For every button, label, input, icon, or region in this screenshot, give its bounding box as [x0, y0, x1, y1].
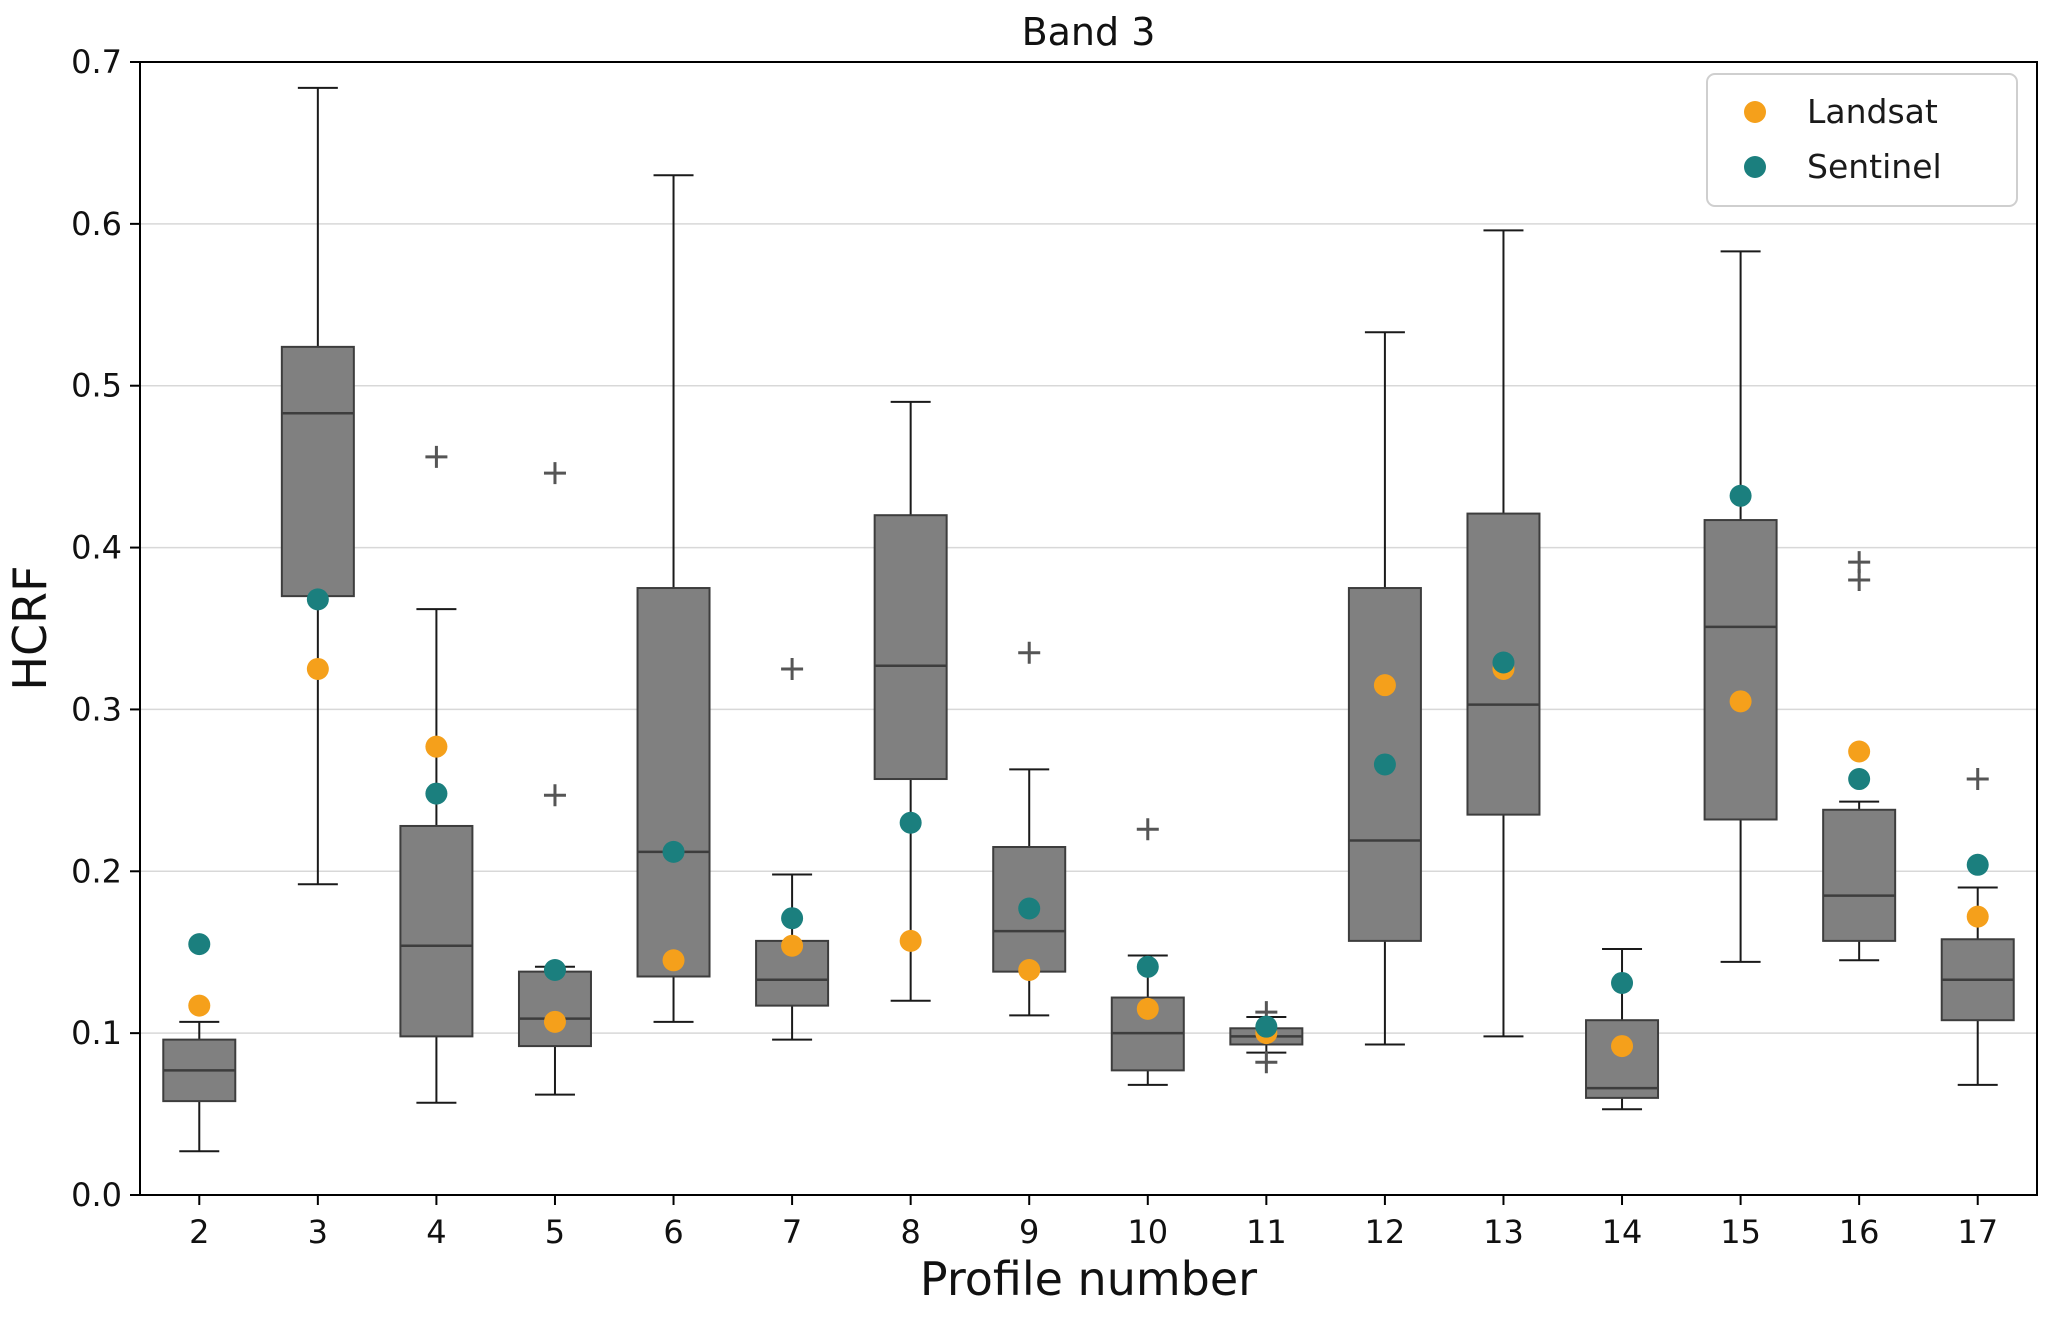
chart-title: Band 3 — [1021, 10, 1156, 54]
box-profile-7 — [755, 657, 830, 1041]
sentinel-dot-7 — [781, 907, 804, 930]
x-tick-label: 10 — [1127, 1213, 1168, 1251]
sentinel-dot-15 — [1729, 484, 1752, 507]
box-profile-17 — [1940, 768, 2015, 1086]
x-tick-label: 9 — [1019, 1213, 1039, 1251]
box-profile-13 — [1466, 229, 1541, 1038]
x-tick-label: 5 — [545, 1213, 565, 1251]
landsat-dot-5 — [543, 1010, 566, 1033]
legend-label-sentinel: Sentinel — [1807, 147, 1942, 186]
outlier-marker — [781, 657, 804, 680]
x-tick-label: 13 — [1483, 1213, 1524, 1251]
sentinel-dot-2 — [188, 933, 211, 956]
box-profile-16 — [1822, 551, 1897, 962]
iqr-box — [636, 587, 711, 978]
legend: Landsat Sentinel — [1706, 73, 2018, 207]
sentinel-dot-16 — [1848, 768, 1871, 791]
outlier-marker — [1966, 768, 1989, 791]
landsat-dot-12 — [1373, 674, 1396, 697]
iqr-box — [1703, 519, 1778, 821]
sentinel-dot-5 — [543, 959, 566, 982]
y-tick-label: 0.0 — [71, 1176, 122, 1214]
outlier-marker — [1848, 551, 1871, 574]
y-tick-label: 0.6 — [71, 205, 122, 243]
iqr-box — [399, 824, 474, 1038]
x-tick-label: 7 — [782, 1213, 802, 1251]
y-tick-label: 0.3 — [71, 690, 122, 728]
outlier-marker — [1255, 1051, 1278, 1074]
iqr-box — [517, 970, 592, 1048]
landsat-dot-14 — [1611, 1035, 1634, 1058]
y-tick-label: 0.1 — [71, 1014, 122, 1052]
sentinel-dot-14 — [1611, 971, 1634, 994]
outlier-marker — [425, 445, 448, 468]
outlier-marker — [1018, 641, 1041, 664]
x-tick-label: 15 — [1720, 1213, 1761, 1251]
x-tick-label: 17 — [1957, 1213, 1998, 1251]
x-tick-label: 14 — [1602, 1213, 1643, 1251]
sentinel-dot-4 — [425, 782, 448, 805]
iqr-box — [1585, 1019, 1660, 1099]
box-profile-4 — [399, 445, 474, 1104]
outlier-marker — [543, 784, 566, 807]
landsat-dot-17 — [1966, 905, 1989, 928]
sentinel-dot-6 — [662, 840, 685, 863]
legend-label-landsat: Landsat — [1807, 92, 1938, 131]
x-tick-label: 6 — [663, 1213, 683, 1251]
sentinel-dot-17 — [1966, 853, 1989, 876]
landsat-dot-2 — [188, 994, 211, 1017]
box-profile-10 — [1110, 818, 1185, 1086]
sentinel-dot-13 — [1492, 651, 1515, 674]
sentinel-dot-3 — [306, 588, 329, 611]
outlier-marker — [1136, 818, 1159, 841]
box-profile-2 — [162, 1020, 237, 1153]
sentinel-dot-10 — [1136, 955, 1159, 978]
outlier-marker — [543, 462, 566, 485]
landsat-dot-15 — [1729, 690, 1752, 713]
y-tick-label: 0.7 — [71, 43, 122, 81]
x-axis-label: Profile number — [919, 1252, 1258, 1306]
sentinel-dot-12 — [1373, 753, 1396, 776]
box-profile-15 — [1703, 250, 1778, 963]
x-tick-label: 16 — [1839, 1213, 1880, 1251]
x-tick-label: 2 — [189, 1213, 209, 1251]
legend-marker-landsat — [1744, 101, 1766, 123]
x-tick-label: 4 — [426, 1213, 446, 1251]
landsat-dot-7 — [781, 934, 804, 957]
landsat-dot-8 — [899, 929, 922, 952]
landsat-dot-10 — [1136, 997, 1159, 1020]
iqr-box — [1822, 808, 1897, 942]
x-tick-label: 11 — [1246, 1213, 1287, 1251]
box-profile-3 — [280, 86, 355, 886]
sentinel-dot-11 — [1255, 1015, 1278, 1038]
y-tick-label: 0.2 — [71, 852, 122, 890]
landsat-dot-9 — [1018, 959, 1041, 982]
landsat-dot-16 — [1848, 740, 1871, 763]
plot-frame — [139, 61, 2038, 1196]
sentinel-dot-9 — [1018, 897, 1041, 920]
iqr-box — [280, 345, 355, 598]
box-profile-8 — [873, 400, 948, 1002]
landsat-dot-3 — [306, 657, 329, 680]
legend-marker-sentinel — [1744, 156, 1766, 178]
legend-box — [1706, 73, 2018, 207]
box-profile-5 — [517, 462, 592, 1096]
x-tick-label: 12 — [1365, 1213, 1406, 1251]
x-tick-label: 8 — [900, 1213, 920, 1251]
x-tick-label: 3 — [308, 1213, 328, 1251]
landsat-dot-6 — [662, 949, 685, 972]
iqr-box — [873, 514, 948, 781]
box-profile-6 — [636, 174, 711, 1023]
sentinel-dot-8 — [899, 811, 922, 834]
landsat-dot-4 — [425, 735, 448, 758]
y-tick-label: 0.4 — [71, 529, 122, 567]
y-tick-label: 0.5 — [71, 367, 122, 405]
